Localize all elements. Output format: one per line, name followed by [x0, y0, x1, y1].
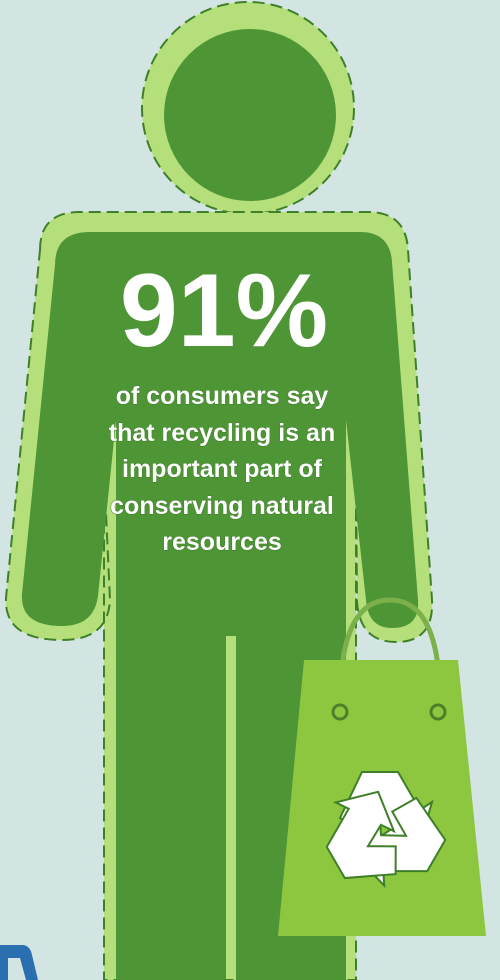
recycle-arrow — [325, 790, 397, 880]
caption-line: important part of — [122, 455, 323, 483]
caption-line: resources — [162, 528, 282, 556]
stat: 91% — [120, 253, 328, 369]
logo — [0, 945, 38, 980]
caption-line: conserving natural — [110, 492, 334, 520]
head — [164, 29, 336, 201]
shopping-bag — [278, 597, 486, 936]
caption-line: that recycling is an — [109, 419, 335, 447]
recycle-symbol — [325, 771, 447, 889]
bag-hole — [429, 703, 447, 721]
caption-line: of consumers say — [116, 382, 329, 410]
bag-hole — [331, 703, 349, 721]
bag-handle — [337, 597, 443, 713]
